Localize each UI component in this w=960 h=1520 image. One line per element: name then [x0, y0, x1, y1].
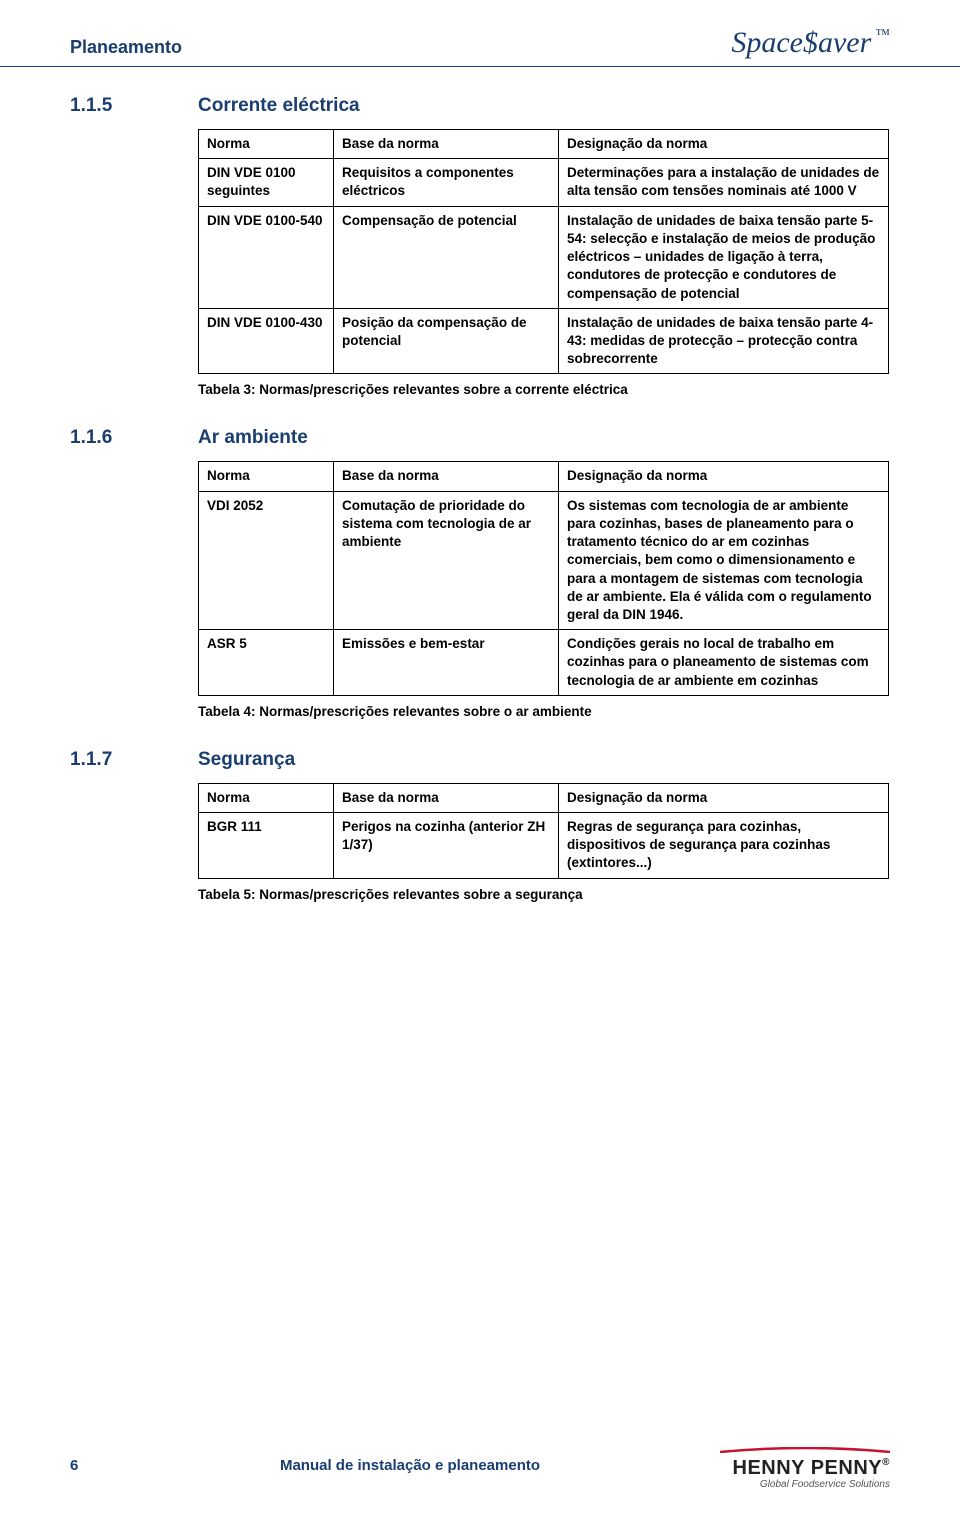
table-header-cell: Norma: [199, 130, 334, 159]
table-cell: Posição da compensação de potencial: [334, 308, 559, 374]
header-section-title: Planeamento: [70, 37, 182, 58]
table-row: BGR 111Perigos na cozinha (anterior ZH 1…: [199, 813, 889, 879]
section-title: Corrente eléctrica: [198, 95, 360, 117]
table-cell: VDI 2052: [199, 491, 334, 630]
table-header-cell: Designação da norma: [559, 783, 889, 812]
table-cell: Compensação de potencial: [334, 206, 559, 308]
table-header-row: NormaBase da normaDesignação da norma: [199, 783, 889, 812]
page-number: 6: [70, 1457, 110, 1474]
table-caption: Tabela 4: Normas/prescrições relevantes …: [198, 704, 890, 719]
table-header-cell: Designação da norma: [559, 130, 889, 159]
section-body: NormaBase da normaDesignação da normaBGR…: [198, 783, 890, 902]
norms-table: NormaBase da normaDesignação da normaVDI…: [198, 461, 889, 695]
logo-brand-name: HENNY PENNY®: [710, 1458, 890, 1478]
table-row: DIN VDE 0100 seguintesRequisitos a compo…: [199, 159, 889, 206]
section-heading: 1.1.7Segurança: [70, 749, 890, 771]
page-header: Planeamento Space$aver™: [0, 0, 960, 67]
table-cell: Instalação de unidades de baixa tensão p…: [559, 308, 889, 374]
table-header-cell: Base da norma: [334, 130, 559, 159]
footer-title: Manual de instalação e planeamento: [110, 1457, 710, 1474]
section-title: Segurança: [198, 749, 295, 771]
section-number: 1.1.7: [70, 749, 198, 771]
norms-table: NormaBase da normaDesignação da normaBGR…: [198, 783, 889, 879]
table-cell: DIN VDE 0100 seguintes: [199, 159, 334, 206]
table-caption: Tabela 3: Normas/prescrições relevantes …: [198, 382, 890, 397]
trademark-symbol: ™: [875, 27, 890, 43]
table-cell: Comutação de prioridade do sistema com t…: [334, 491, 559, 630]
logo-swoosh-icon: [720, 1447, 890, 1453]
table-header-cell: Designação da norma: [559, 462, 889, 491]
table-header-row: NormaBase da normaDesignação da norma: [199, 462, 889, 491]
table-cell: Determinações para a instalação de unida…: [559, 159, 889, 206]
table-cell: Instalação de unidades de baixa tensão p…: [559, 206, 889, 308]
table-cell: DIN VDE 0100-430: [199, 308, 334, 374]
table-cell: DIN VDE 0100-540: [199, 206, 334, 308]
table-cell: ASR 5: [199, 630, 334, 696]
page-content: 1.1.5Corrente eléctricaNormaBase da norm…: [0, 67, 960, 902]
table-cell: Condições gerais no local de trabalho em…: [559, 630, 889, 696]
footer-logo: HENNY PENNY® Global Foodservice Solution…: [710, 1440, 890, 1490]
table-header-cell: Base da norma: [334, 783, 559, 812]
page-footer: 6 Manual de instalação e planeamento HEN…: [0, 1440, 960, 1490]
header-brand: Space$aver™: [731, 28, 890, 58]
section-heading: 1.1.6Ar ambiente: [70, 427, 890, 449]
table-header-cell: Norma: [199, 783, 334, 812]
table-row: VDI 2052Comutação de prioridade do siste…: [199, 491, 889, 630]
table-cell: Regras de segurança para cozinhas, dispo…: [559, 813, 889, 879]
norms-table: NormaBase da normaDesignação da normaDIN…: [198, 129, 889, 374]
logo-tagline: Global Foodservice Solutions: [710, 1479, 890, 1490]
table-header-cell: Base da norma: [334, 462, 559, 491]
table-row: ASR 5Emissões e bem-estarCondições gerai…: [199, 630, 889, 696]
table-cell: Os sistemas com tecnologia de ar ambient…: [559, 491, 889, 630]
table-caption: Tabela 5: Normas/prescrições relevantes …: [198, 887, 890, 902]
section-body: NormaBase da normaDesignação da normaVDI…: [198, 461, 890, 718]
section-heading: 1.1.5Corrente eléctrica: [70, 95, 890, 117]
table-cell: Perigos na cozinha (anterior ZH 1/37): [334, 813, 559, 879]
registered-symbol: ®: [882, 1457, 890, 1468]
table-cell: Requisitos a componentes eléctricos: [334, 159, 559, 206]
table-row: DIN VDE 0100-430Posição da compensação d…: [199, 308, 889, 374]
section-number: 1.1.6: [70, 427, 198, 449]
section-number: 1.1.5: [70, 95, 198, 117]
table-cell: BGR 111: [199, 813, 334, 879]
table-header-row: NormaBase da normaDesignação da norma: [199, 130, 889, 159]
brand-name: Space$aver: [731, 26, 871, 59]
section-title: Ar ambiente: [198, 427, 308, 449]
table-cell: Emissões e bem-estar: [334, 630, 559, 696]
table-header-cell: Norma: [199, 462, 334, 491]
table-row: DIN VDE 0100-540Compensação de potencial…: [199, 206, 889, 308]
section-body: NormaBase da normaDesignação da normaDIN…: [198, 129, 890, 397]
